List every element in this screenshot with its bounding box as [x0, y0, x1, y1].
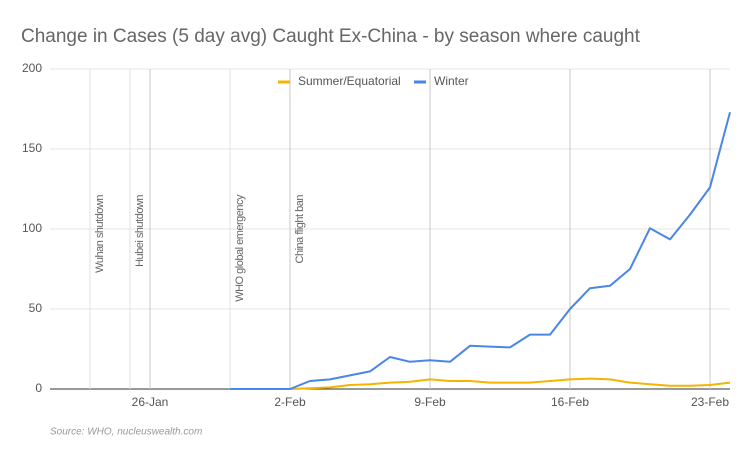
- annotation-label: Wuhan shutdown: [94, 195, 106, 273]
- x-tick-label: 2-Feb: [274, 395, 306, 409]
- x-tick-label: 26-Jan: [132, 395, 169, 409]
- y-tick-label: 150: [22, 141, 42, 155]
- annotation-label: Hubei shutdown: [134, 195, 146, 267]
- source-note: Source: WHO, nucleuswealth.com: [50, 427, 202, 438]
- series-line: [230, 111, 731, 390]
- y-tick-label: 100: [22, 221, 42, 235]
- x-tick-label: 16-Feb: [551, 395, 589, 409]
- x-tick-label: 23-Feb: [691, 395, 729, 409]
- legend-label: Summer/Equatorial: [298, 74, 401, 88]
- y-tick-label: 200: [22, 61, 42, 75]
- annotation-label: WHO global emergency: [234, 194, 246, 302]
- y-tick-label: 0: [35, 381, 42, 395]
- series-line: [289, 377, 731, 390]
- annotation-label: China flight ban: [294, 195, 306, 264]
- legend-label: Winter: [434, 74, 469, 88]
- y-tick-label: 50: [29, 301, 43, 315]
- chart-title: Change in Cases (5 day avg) Caught Ex-Ch…: [21, 26, 641, 47]
- x-tick-label: 9-Feb: [414, 395, 446, 409]
